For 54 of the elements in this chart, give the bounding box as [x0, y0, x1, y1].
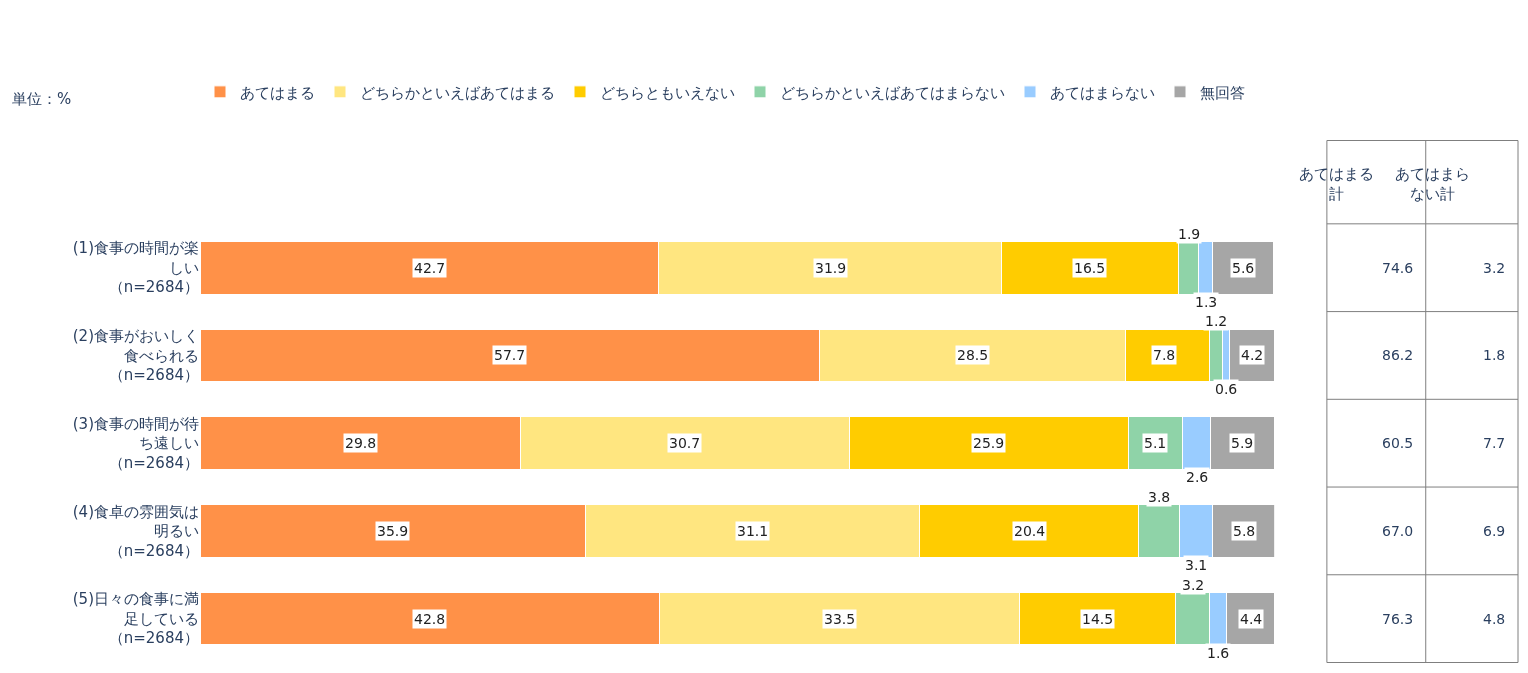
data-label: 33.5	[824, 611, 856, 627]
category-label: あてはまる計	[1299, 165, 1374, 203]
data-label: 42.8	[414, 611, 446, 627]
data-label: 1.9	[1178, 226, 1201, 242]
data-label: 4.2	[1241, 347, 1264, 363]
data-label: 6.9	[1483, 523, 1506, 539]
legend-label: どちらかといえばあてはまる	[360, 83, 555, 102]
data-label: 42.7	[414, 260, 446, 276]
data-label: 3.2	[1182, 577, 1205, 593]
data-label: 60.5	[1382, 435, 1414, 451]
data-label: 76.3	[1382, 611, 1414, 627]
data-label: 1.6	[1207, 645, 1230, 661]
data-label: 31.1	[737, 523, 769, 539]
data-label: 86.2	[1382, 347, 1414, 363]
data-label: 5.6	[1232, 260, 1255, 276]
y-tick-label: (1)食事の時間が楽しい（n=2684）	[72, 239, 199, 297]
data-label: 1.3	[1195, 294, 1218, 310]
data-label: 2.6	[1186, 469, 1209, 485]
data-label: 20.4	[1014, 523, 1046, 539]
y-tick-label: (4)食卓の雰囲気は明るい（n=2684）	[72, 502, 199, 560]
y-tick-label: (5)日々の食事に満足している（n=2684）	[72, 590, 199, 648]
category-label: あてはまらない計	[1395, 165, 1470, 203]
data-label: 3.2	[1483, 260, 1506, 276]
data-label: 3.8	[1148, 489, 1171, 505]
data-label: 74.6	[1382, 260, 1414, 276]
y-tick-label: (2)食事がおいしく食べられる（n=2684）	[72, 327, 199, 385]
legend-label: あてはまる	[240, 83, 315, 102]
data-label: 3.1	[1185, 557, 1208, 573]
data-label: 35.9	[377, 523, 409, 539]
data-label: 25.9	[973, 435, 1005, 451]
legend-label: あてはまらない	[1050, 83, 1155, 102]
legend-label: どちらともいえない	[600, 83, 735, 102]
data-label: 7.7	[1483, 435, 1506, 451]
data-label: 1.8	[1483, 347, 1506, 363]
data-label: 29.8	[345, 435, 377, 451]
data-label: 57.7	[494, 347, 526, 363]
y-tick-label: (3)食事の時間が待ち遠しい（n=2684）	[72, 414, 199, 472]
data-label: 5.8	[1233, 523, 1256, 539]
data-label: 28.5	[957, 347, 989, 363]
data-label: 67.0	[1382, 523, 1414, 539]
legend-label: どちらかといえばあてはまらない	[780, 83, 1005, 102]
data-label: 5.1	[1144, 435, 1167, 451]
data-label: 5.9	[1231, 435, 1254, 451]
data-label: 4.8	[1483, 611, 1506, 627]
data-label: 4.4	[1240, 611, 1263, 627]
data-label: 14.5	[1082, 611, 1114, 627]
text: 単位：%	[12, 90, 72, 108]
legend-label: 無回答	[1200, 83, 1245, 102]
data-label: 7.8	[1153, 347, 1176, 363]
data-label: 1.2	[1205, 313, 1228, 329]
data-label: 0.6	[1215, 381, 1238, 397]
data-label: 16.5	[1074, 260, 1106, 276]
data-label: 31.9	[815, 260, 847, 276]
data-label: 30.7	[669, 435, 701, 451]
